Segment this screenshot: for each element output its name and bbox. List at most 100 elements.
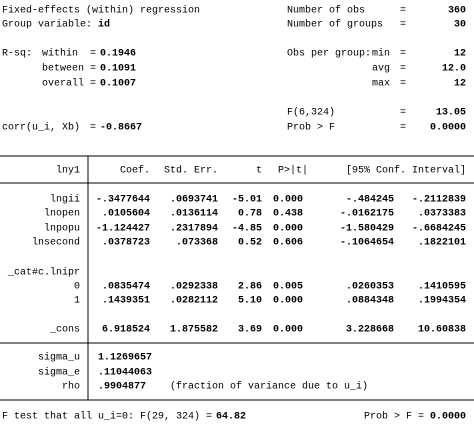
row-label: 1: [74, 296, 80, 307]
cell: 5.10: [238, 296, 262, 307]
cell: -1.124427: [96, 224, 150, 235]
cell: 3.228668: [346, 325, 394, 336]
row-label: lngii: [50, 194, 80, 206]
cell: 6.918524: [102, 325, 150, 336]
cell: .0260353: [346, 282, 394, 293]
label: min: [372, 48, 390, 60]
cell: -.484245: [346, 195, 394, 206]
label: within: [42, 48, 78, 60]
label: Group variable:: [2, 19, 92, 31]
row-label: 0: [74, 282, 80, 293]
cell: .2317894: [170, 224, 218, 235]
cell: .073368: [176, 238, 218, 249]
column-header: Coef.: [120, 165, 150, 177]
value: id: [98, 19, 110, 31]
row-label: _cat#c.lnipr: [7, 267, 80, 279]
value: 64.82: [216, 412, 246, 423]
cell: 0.005: [273, 282, 303, 293]
equals: =: [418, 412, 424, 423]
label: avg: [372, 64, 390, 75]
value: 0.1091: [100, 64, 136, 75]
value: 13.05: [436, 108, 466, 119]
cell: 0.000: [273, 195, 303, 206]
cell: .11044063: [98, 368, 152, 379]
label: Number of groups: [287, 19, 383, 31]
cell: 0.52: [238, 238, 262, 249]
label: corr(u_i, Xb): [2, 122, 80, 134]
cell: 0.606: [273, 238, 303, 249]
cell: 0.000: [273, 296, 303, 307]
cell: 0.000: [273, 325, 303, 336]
cell: .1439351: [102, 296, 150, 307]
label: Obs per group:: [287, 48, 371, 60]
cell: .1994354: [418, 296, 466, 307]
note: (fraction of variance due to u_i): [170, 381, 368, 393]
label: between: [42, 63, 84, 75]
cell: .0884348: [346, 296, 394, 307]
value: 12.0: [442, 64, 466, 75]
row-label: sigma_e: [38, 367, 80, 379]
column-header: t: [256, 166, 262, 177]
equals: =: [90, 64, 96, 75]
equals: =: [400, 79, 406, 90]
cell: 0.000: [273, 224, 303, 235]
cell: .0378723: [102, 238, 150, 249]
value: 0.0000: [430, 123, 466, 134]
title: Fixed-effects (within) regression: [2, 5, 200, 17]
label: R-sq:: [2, 49, 32, 60]
cell: 3.69: [238, 325, 262, 336]
equals: =: [400, 123, 406, 134]
equals: =: [400, 108, 406, 119]
cell: -.0162175: [340, 209, 394, 220]
cell: .0282112: [170, 296, 218, 307]
value: 12: [454, 79, 466, 90]
cell: -.2112839: [412, 195, 466, 206]
equals: =: [90, 79, 96, 90]
row-label: lnopen: [44, 208, 80, 220]
column-header: P>|t|: [278, 165, 308, 177]
column-header: [95% Conf. Interval]: [346, 165, 466, 177]
cell: .0373383: [418, 209, 466, 220]
cell: -.1064654: [340, 238, 394, 249]
equals: =: [400, 49, 406, 60]
cell: .1822101: [418, 238, 466, 249]
cell: -1.580429: [340, 224, 394, 235]
equals: =: [90, 49, 96, 60]
cell: -4.85: [232, 224, 262, 235]
cell: .0693741: [170, 195, 218, 206]
cell: 0.78: [238, 209, 262, 220]
value: -0.8667: [100, 123, 142, 134]
column-header: lny1: [56, 165, 80, 177]
row-label: lnsecond: [32, 237, 80, 249]
label: Prob > F: [287, 122, 335, 134]
value: 0.1007: [100, 79, 136, 90]
value: 12: [454, 49, 466, 60]
value: 30: [454, 20, 466, 31]
equals: =: [400, 20, 406, 31]
cell: .1410595: [418, 282, 466, 293]
cell: -.6684245: [412, 224, 466, 235]
value: 360: [448, 6, 466, 17]
cell: .0136114: [170, 209, 218, 220]
cell: 0.438: [273, 209, 303, 220]
equals: =: [400, 64, 406, 75]
label: Prob > F: [364, 411, 412, 423]
cell: 1.1269657: [98, 353, 152, 364]
row-label: sigma_u: [38, 352, 80, 364]
equals: =: [400, 6, 406, 17]
label: F(6,324): [287, 107, 335, 119]
label: Number of obs: [287, 5, 365, 17]
cell: 2.86: [238, 282, 262, 293]
cell: .0105604: [102, 209, 150, 220]
cell: 10.60838: [418, 325, 466, 336]
value: 0.1946: [100, 49, 136, 60]
cell: .0292338: [170, 282, 218, 293]
cell: .9904877: [98, 382, 146, 393]
row-label: lnpopu: [44, 223, 80, 235]
cell: -.3477644: [96, 195, 150, 206]
label: F test that all u_i=0: F(29, 324) =: [2, 411, 212, 423]
cell: .0835474: [102, 282, 150, 293]
label: max: [372, 79, 390, 90]
